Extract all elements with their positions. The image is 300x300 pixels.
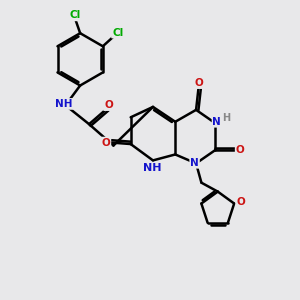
Text: O: O xyxy=(102,138,110,148)
Text: O: O xyxy=(194,78,203,88)
Text: O: O xyxy=(104,100,113,110)
Text: NH: NH xyxy=(55,99,73,109)
Text: Cl: Cl xyxy=(69,11,80,20)
Text: NH: NH xyxy=(143,163,162,173)
Text: Cl: Cl xyxy=(112,28,123,38)
Text: H: H xyxy=(222,113,230,123)
Text: N: N xyxy=(212,117,221,127)
Text: O: O xyxy=(236,197,245,207)
Text: O: O xyxy=(236,145,244,155)
Text: N: N xyxy=(190,158,199,168)
